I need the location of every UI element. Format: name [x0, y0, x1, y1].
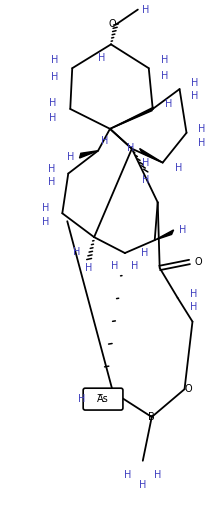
- Text: H: H: [198, 124, 206, 134]
- Text: B: B: [148, 412, 155, 422]
- FancyBboxPatch shape: [83, 388, 123, 410]
- Text: O: O: [194, 257, 202, 267]
- Text: H: H: [142, 174, 149, 185]
- Text: H: H: [124, 470, 131, 480]
- Text: H: H: [101, 136, 109, 146]
- Text: H: H: [198, 138, 206, 148]
- Text: H: H: [78, 394, 85, 404]
- Polygon shape: [80, 151, 98, 158]
- Text: H: H: [42, 203, 49, 213]
- Text: H: H: [161, 55, 168, 65]
- Text: H: H: [142, 5, 149, 15]
- Text: H: H: [161, 71, 168, 81]
- Text: H: H: [175, 162, 182, 173]
- Text: O: O: [185, 384, 192, 394]
- Text: H: H: [86, 263, 93, 273]
- Text: H: H: [142, 158, 149, 168]
- Text: H: H: [165, 99, 172, 109]
- Text: H: H: [189, 302, 197, 312]
- Text: H: H: [49, 98, 56, 108]
- Text: A̅s: A̅s: [97, 394, 109, 404]
- Text: H: H: [49, 113, 56, 123]
- Text: H: H: [48, 177, 55, 187]
- Text: H: H: [48, 163, 55, 173]
- Text: O: O: [108, 20, 116, 30]
- Polygon shape: [110, 107, 154, 129]
- Text: H: H: [131, 261, 139, 271]
- Text: H: H: [141, 248, 149, 258]
- Polygon shape: [155, 230, 174, 240]
- Text: H: H: [154, 470, 161, 480]
- Text: H: H: [139, 480, 147, 489]
- Text: H: H: [179, 225, 186, 235]
- Text: H: H: [111, 261, 119, 271]
- Text: H: H: [51, 72, 58, 82]
- Text: H: H: [67, 152, 74, 161]
- Text: H: H: [189, 289, 197, 299]
- Text: H: H: [42, 217, 49, 227]
- Text: H: H: [51, 55, 58, 65]
- Text: H: H: [98, 53, 106, 63]
- Text: H: H: [72, 247, 80, 257]
- Text: H: H: [128, 143, 135, 153]
- Text: H: H: [191, 91, 199, 101]
- Polygon shape: [140, 148, 163, 162]
- Text: H: H: [191, 78, 199, 88]
